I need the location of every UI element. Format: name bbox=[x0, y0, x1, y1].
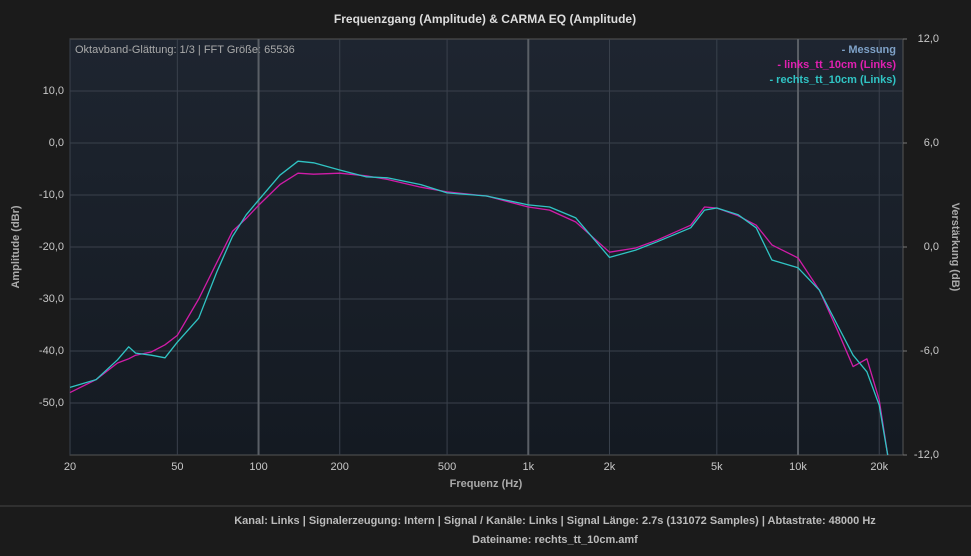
x-tick-label: 500 bbox=[438, 461, 456, 473]
grid bbox=[69, 38, 907, 456]
y-axis-label: Amplitude (dBr) bbox=[10, 205, 22, 288]
footer-file: Dateiname: rechts_tt_10cm.amf bbox=[472, 534, 638, 546]
x-tick-label: 20 bbox=[64, 461, 76, 473]
x-tick-label: 50 bbox=[171, 461, 183, 473]
y-tick-label: -20,0 bbox=[39, 241, 64, 253]
y-tick-label: -50,0 bbox=[39, 397, 64, 409]
chart-title: Frequenzgang (Amplitude) & CARMA EQ (Amp… bbox=[334, 12, 636, 26]
info-text: Oktavband-Glättung: 1/3 | FFT Größe: 655… bbox=[75, 44, 295, 56]
series-line bbox=[69, 172, 889, 456]
y-tick-label: -40,0 bbox=[39, 345, 64, 357]
y2-tick-label: -6,0 bbox=[920, 345, 939, 357]
y2-tick-label: 12,0 bbox=[918, 33, 939, 45]
x-tick-label: 20k bbox=[870, 461, 888, 473]
y2-tick-label: 6,0 bbox=[924, 137, 939, 149]
x-axis-label: Frequenz (Hz) bbox=[450, 478, 523, 490]
x-tick-label: 10k bbox=[789, 461, 807, 473]
x-tick-label: 100 bbox=[249, 461, 267, 473]
legend-entry: - Messung bbox=[842, 44, 896, 56]
y2-axis-label: Verstärkung (dB) bbox=[949, 203, 961, 292]
y2-tick-label: -12,0 bbox=[914, 449, 939, 461]
footer-info: Kanal: Links | Signalerzeugung: Intern |… bbox=[234, 515, 876, 527]
y2-tick-label: 0,0 bbox=[924, 241, 939, 253]
plot bbox=[69, 160, 889, 456]
y-tick-label: -10,0 bbox=[39, 189, 64, 201]
x-tick-label: 2k bbox=[604, 461, 616, 473]
x-tick-label: 200 bbox=[331, 461, 349, 473]
y-tick-label: 10,0 bbox=[43, 85, 64, 97]
series-line bbox=[69, 160, 889, 456]
x-tick-label: 1k bbox=[522, 461, 534, 473]
legend-entry: - links_tt_10cm (Links) bbox=[777, 59, 896, 71]
y-tick-label: -30,0 bbox=[39, 293, 64, 305]
legend-entry: - rechts_tt_10cm (Links) bbox=[769, 74, 896, 86]
x-tick-label: 5k bbox=[711, 461, 723, 473]
y-tick-label: 0,0 bbox=[49, 137, 64, 149]
